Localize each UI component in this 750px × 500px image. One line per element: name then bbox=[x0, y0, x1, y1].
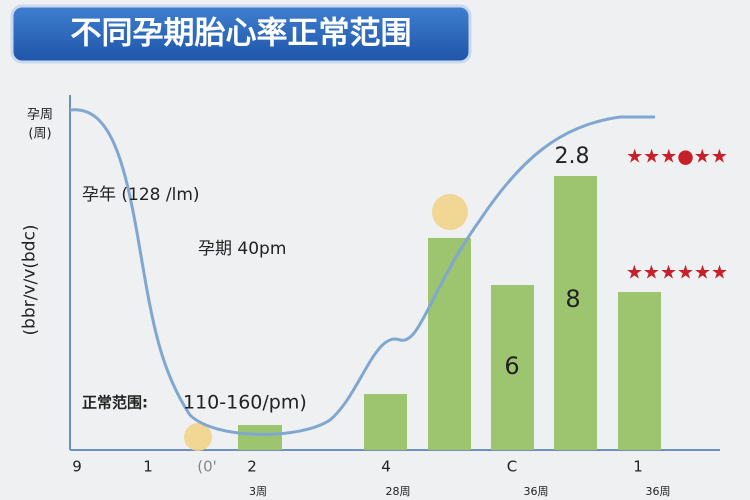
bar-label: 6 bbox=[504, 352, 519, 380]
bars bbox=[238, 176, 661, 450]
annotation: 正常范围: bbox=[82, 394, 148, 412]
title: 不同孕期胎心率正常范围 bbox=[71, 16, 412, 52]
bottom-label: 28周 bbox=[386, 485, 411, 498]
title-box bbox=[10, 4, 472, 64]
bottom-label: 36周 bbox=[524, 485, 549, 498]
stars: ★★★★★★ bbox=[626, 262, 728, 284]
x-label: 1 bbox=[143, 458, 153, 476]
dot bbox=[432, 194, 468, 230]
x-label: 1 bbox=[633, 458, 643, 476]
bar bbox=[618, 292, 661, 450]
dot bbox=[184, 423, 212, 451]
bar bbox=[491, 285, 534, 450]
bar bbox=[238, 425, 282, 450]
bar bbox=[364, 394, 407, 450]
annotation: 孕年 (128 /lm) bbox=[82, 185, 200, 205]
y-unit-sub: (周) bbox=[28, 127, 51, 142]
x-label: 9 bbox=[72, 458, 82, 476]
stars: ★★★●★★ bbox=[626, 146, 728, 168]
x-label: 2 bbox=[247, 458, 257, 476]
bar-label: 8 bbox=[565, 285, 580, 313]
bar-label: 2.8 bbox=[555, 144, 590, 169]
annotation: 孕期 40pm bbox=[198, 239, 286, 259]
x-label: 4 bbox=[381, 458, 391, 476]
annotation: 110-160/pm) bbox=[183, 392, 307, 414]
bottom-label: 3周 bbox=[249, 485, 267, 498]
bar bbox=[428, 238, 471, 450]
bar bbox=[554, 176, 597, 450]
y-unit: 孕周 bbox=[27, 108, 53, 123]
bottom-label: 36周 bbox=[646, 485, 671, 498]
x-label: C bbox=[507, 458, 517, 476]
y-label: (ɔpq)ʌ/ʌ/ɹqq) bbox=[20, 224, 40, 335]
curve bbox=[69, 108, 655, 436]
x-label: (0' bbox=[197, 458, 217, 476]
